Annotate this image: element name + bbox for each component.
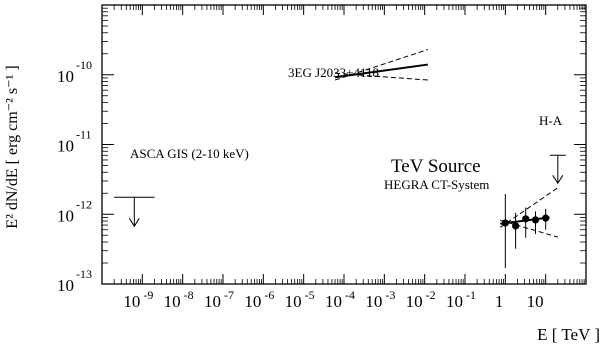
hegra-data-point: [522, 215, 530, 223]
ha-upper-limit-arrowhead: [552, 175, 564, 185]
tev-source-label: TeV Source: [391, 156, 481, 177]
x-axis-label: E [ TeV ]: [537, 325, 600, 344]
axis-ticks: [102, 5, 586, 284]
x-tick-exponent: -4: [345, 288, 355, 302]
y-tick-exponent: -10: [76, 58, 92, 72]
hegra-data-point: [531, 216, 540, 224]
x-tick-exponent: -7: [224, 288, 234, 302]
y-tick-label: 10: [57, 137, 74, 156]
hegra-band-dashed: [500, 187, 559, 228]
egret-source-label: 3EG J2033+4118: [288, 65, 379, 80]
x-tick-label: 10: [325, 292, 342, 311]
asca-upper-limit-arrowhead: [128, 218, 140, 228]
y-axis-label: E² dN/dE [ erg cm⁻² s⁻¹ ]: [4, 65, 21, 228]
hegra-data-point: [542, 214, 550, 222]
x-tick-exponent: -5: [305, 288, 315, 302]
x-tick-label: 10: [285, 292, 302, 311]
x-tick-label: 10: [365, 292, 382, 311]
y-tick-exponent: -11: [76, 128, 92, 142]
hegra-data-point: [501, 219, 509, 227]
x-tick-labels: 10 -9 10 -8 10 -7 10 -6 10 -5 10 -4 10 -3 10 -2 10 -1 1 10: [123, 288, 543, 311]
x-tick-exponent: -2: [426, 288, 436, 302]
x-tick-exponent: -3: [385, 288, 395, 302]
x-tick-label: 10: [406, 292, 423, 311]
x-tick-label: 1: [495, 292, 504, 311]
x-tick-exponent: -1: [466, 288, 476, 302]
x-tick-exponent: -9: [143, 288, 153, 302]
egret-band-dashed: [334, 49, 429, 81]
asca-label: ASCA GIS (2-10 keV): [130, 146, 249, 161]
ha-label: H-A: [539, 113, 563, 128]
hegra-label: HEGRA CT-System: [384, 177, 489, 192]
x-tick-label: 10: [164, 292, 181, 311]
x-tick-label: 10: [446, 292, 463, 311]
y-tick-label: 10: [57, 206, 74, 225]
y-tick-exponent: -12: [76, 197, 92, 211]
x-tick-label: 10: [123, 292, 140, 311]
plot-frame: [101, 4, 587, 285]
y-tick-exponent: -13: [76, 267, 92, 281]
x-tick-label: 10: [244, 292, 261, 311]
x-tick-label: 10: [527, 292, 544, 311]
x-tick-label: 10: [204, 292, 221, 311]
data-marks: [114, 49, 566, 268]
x-tick-exponent: -6: [264, 288, 274, 302]
y-tick-label: 10: [57, 276, 74, 295]
hegra-data-point: [512, 222, 520, 230]
y-tick-label: 10: [57, 67, 74, 86]
x-tick-exponent: -8: [184, 288, 194, 302]
